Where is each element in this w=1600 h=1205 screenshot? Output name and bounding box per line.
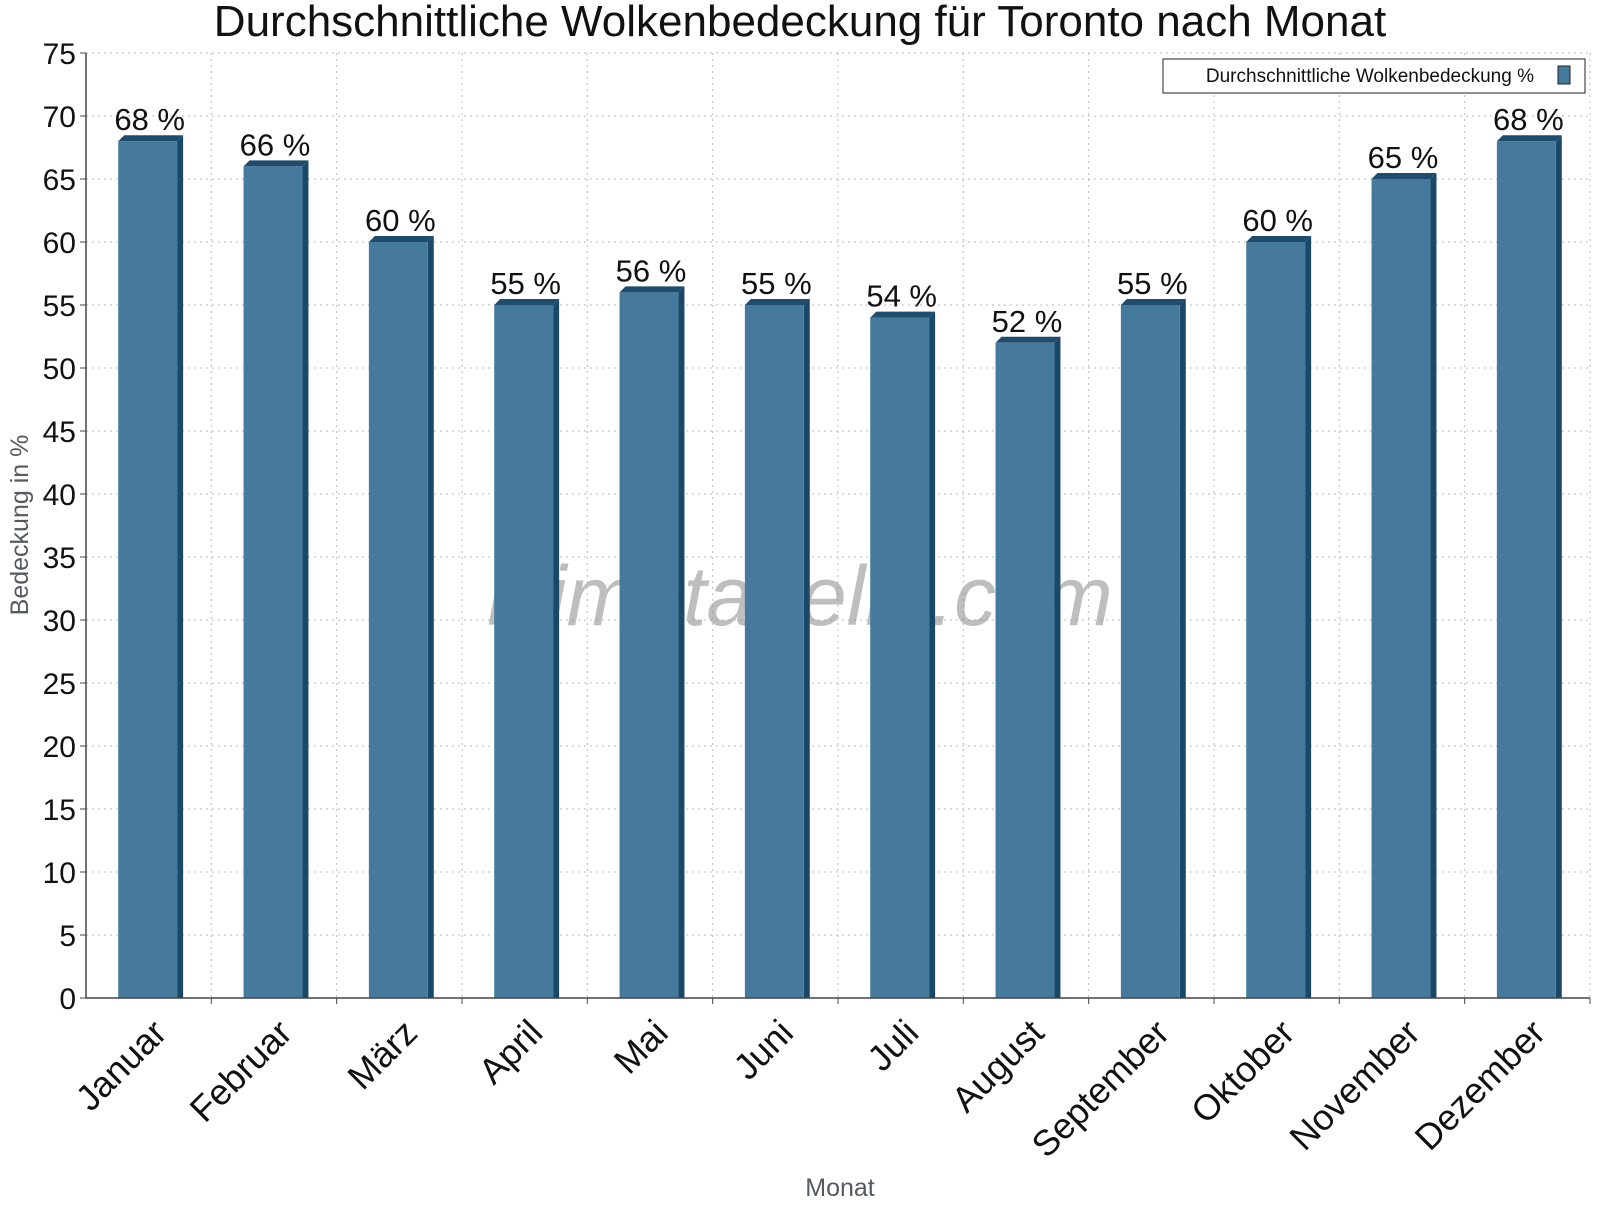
y-tick-label: 15 — [43, 794, 76, 827]
y-tick-label: 25 — [43, 668, 76, 701]
x-tick-label: Oktober — [1183, 1012, 1303, 1132]
bar-side — [553, 299, 560, 998]
bar-side — [1054, 336, 1061, 998]
x-tick-label: November — [1281, 1012, 1427, 1158]
chart-title: Durchschnittliche Wolkenbedeckung für To… — [214, 0, 1386, 46]
y-tick-label: 70 — [43, 101, 76, 134]
bar — [1496, 141, 1556, 998]
y-tick-label: 30 — [43, 605, 76, 638]
bar-top — [1496, 135, 1562, 142]
data-label: 65 % — [1368, 140, 1439, 175]
data-label: 68 % — [114, 102, 185, 137]
data-label: 60 % — [1242, 203, 1313, 238]
y-tick-label: 5 — [59, 920, 76, 953]
y-tick-label: 40 — [43, 479, 76, 512]
x-tick-label: Januar — [67, 1012, 174, 1119]
data-label: 55 % — [490, 266, 561, 301]
bar-side — [302, 160, 309, 998]
bar-side — [177, 135, 184, 998]
bar — [744, 305, 804, 998]
data-label: 54 % — [866, 279, 937, 314]
bar-side — [427, 236, 434, 998]
bar-side — [1430, 173, 1437, 998]
y-tick-label: 45 — [43, 416, 76, 449]
legend-entry-label: Durchschnittliche Wolkenbedeckung % — [1206, 66, 1534, 87]
y-tick-label: 65 — [43, 164, 76, 197]
bar — [1246, 242, 1306, 998]
bar-top — [744, 299, 810, 305]
data-label: 60 % — [365, 203, 436, 238]
x-tick-label: Juli — [859, 1012, 926, 1079]
bar — [619, 292, 679, 998]
bar-side — [803, 299, 810, 998]
bar-top — [1120, 299, 1186, 305]
grid — [86, 52, 1591, 998]
data-label: 66 % — [240, 127, 311, 162]
x-tick-label: August — [943, 1012, 1051, 1120]
legend-box — [1162, 58, 1586, 94]
bar-top — [494, 299, 560, 305]
bar — [1120, 305, 1180, 998]
x-tick-label: April — [470, 1012, 550, 1092]
bar-side — [1305, 236, 1312, 998]
legend: Durchschnittliche Wolkenbedeckung % — [1162, 58, 1586, 94]
y-tick-label: 35 — [43, 542, 76, 575]
x-tick-label: Mai — [606, 1012, 676, 1082]
y-tick-labels: 0 5 10 15 20 25 30 35 40 45 50 55 60 65 70 75 — [43, 38, 76, 1016]
bar — [243, 166, 303, 998]
bar-top — [870, 311, 936, 318]
axes — [80, 52, 1591, 1004]
bar-top — [619, 286, 685, 293]
bar-side — [929, 311, 936, 999]
data-label: 68 % — [1493, 102, 1564, 137]
bar-top — [1246, 236, 1312, 242]
y-tick-label: 60 — [43, 227, 76, 260]
y-tick-label: 20 — [43, 731, 76, 764]
data-label: 56 % — [616, 253, 687, 288]
bar-top — [118, 135, 184, 142]
legend-swatch — [1557, 65, 1571, 85]
y-axis-title: Bedeckung in % — [6, 435, 34, 616]
x-tick-labels: Januar Februar März April Mai Juni Juli AugustS… — [67, 1012, 1553, 1166]
bars — [118, 135, 1562, 999]
bar-top — [995, 336, 1061, 343]
bar-top — [243, 160, 309, 167]
y-tick-label: 55 — [43, 290, 76, 323]
x-tick-label: März — [339, 1012, 425, 1098]
data-labels: 68 % 66 % 60 % 55 % 56 % 55 % 54 % 52 % 55 % 60 %… — [114, 102, 1563, 339]
bar — [995, 342, 1055, 998]
data-label: 52 % — [992, 304, 1063, 339]
x-tick-label: Februar — [182, 1012, 300, 1130]
x-axis-title: Monat — [805, 1174, 875, 1200]
bar-side — [1179, 299, 1186, 998]
bar — [368, 242, 428, 998]
x-tick-label: Juni — [725, 1012, 801, 1088]
y-tick-label: 50 — [43, 353, 76, 386]
y-tick-label: 75 — [43, 38, 76, 71]
data-label: 55 % — [1117, 266, 1188, 301]
bar — [494, 305, 554, 998]
bar — [870, 317, 930, 999]
bar — [118, 141, 178, 998]
data-label: 55 % — [741, 266, 812, 301]
x-tick-label: Dezember — [1407, 1012, 1553, 1158]
bar — [1371, 179, 1431, 998]
bar-side — [678, 286, 685, 998]
y-tick-label: 10 — [43, 857, 76, 890]
y-tick-label: 0 — [59, 983, 76, 1016]
bar-top — [1371, 173, 1437, 179]
bar-top — [368, 236, 434, 242]
x-tick-label: September — [1023, 1012, 1177, 1166]
bar-side — [1555, 135, 1562, 998]
